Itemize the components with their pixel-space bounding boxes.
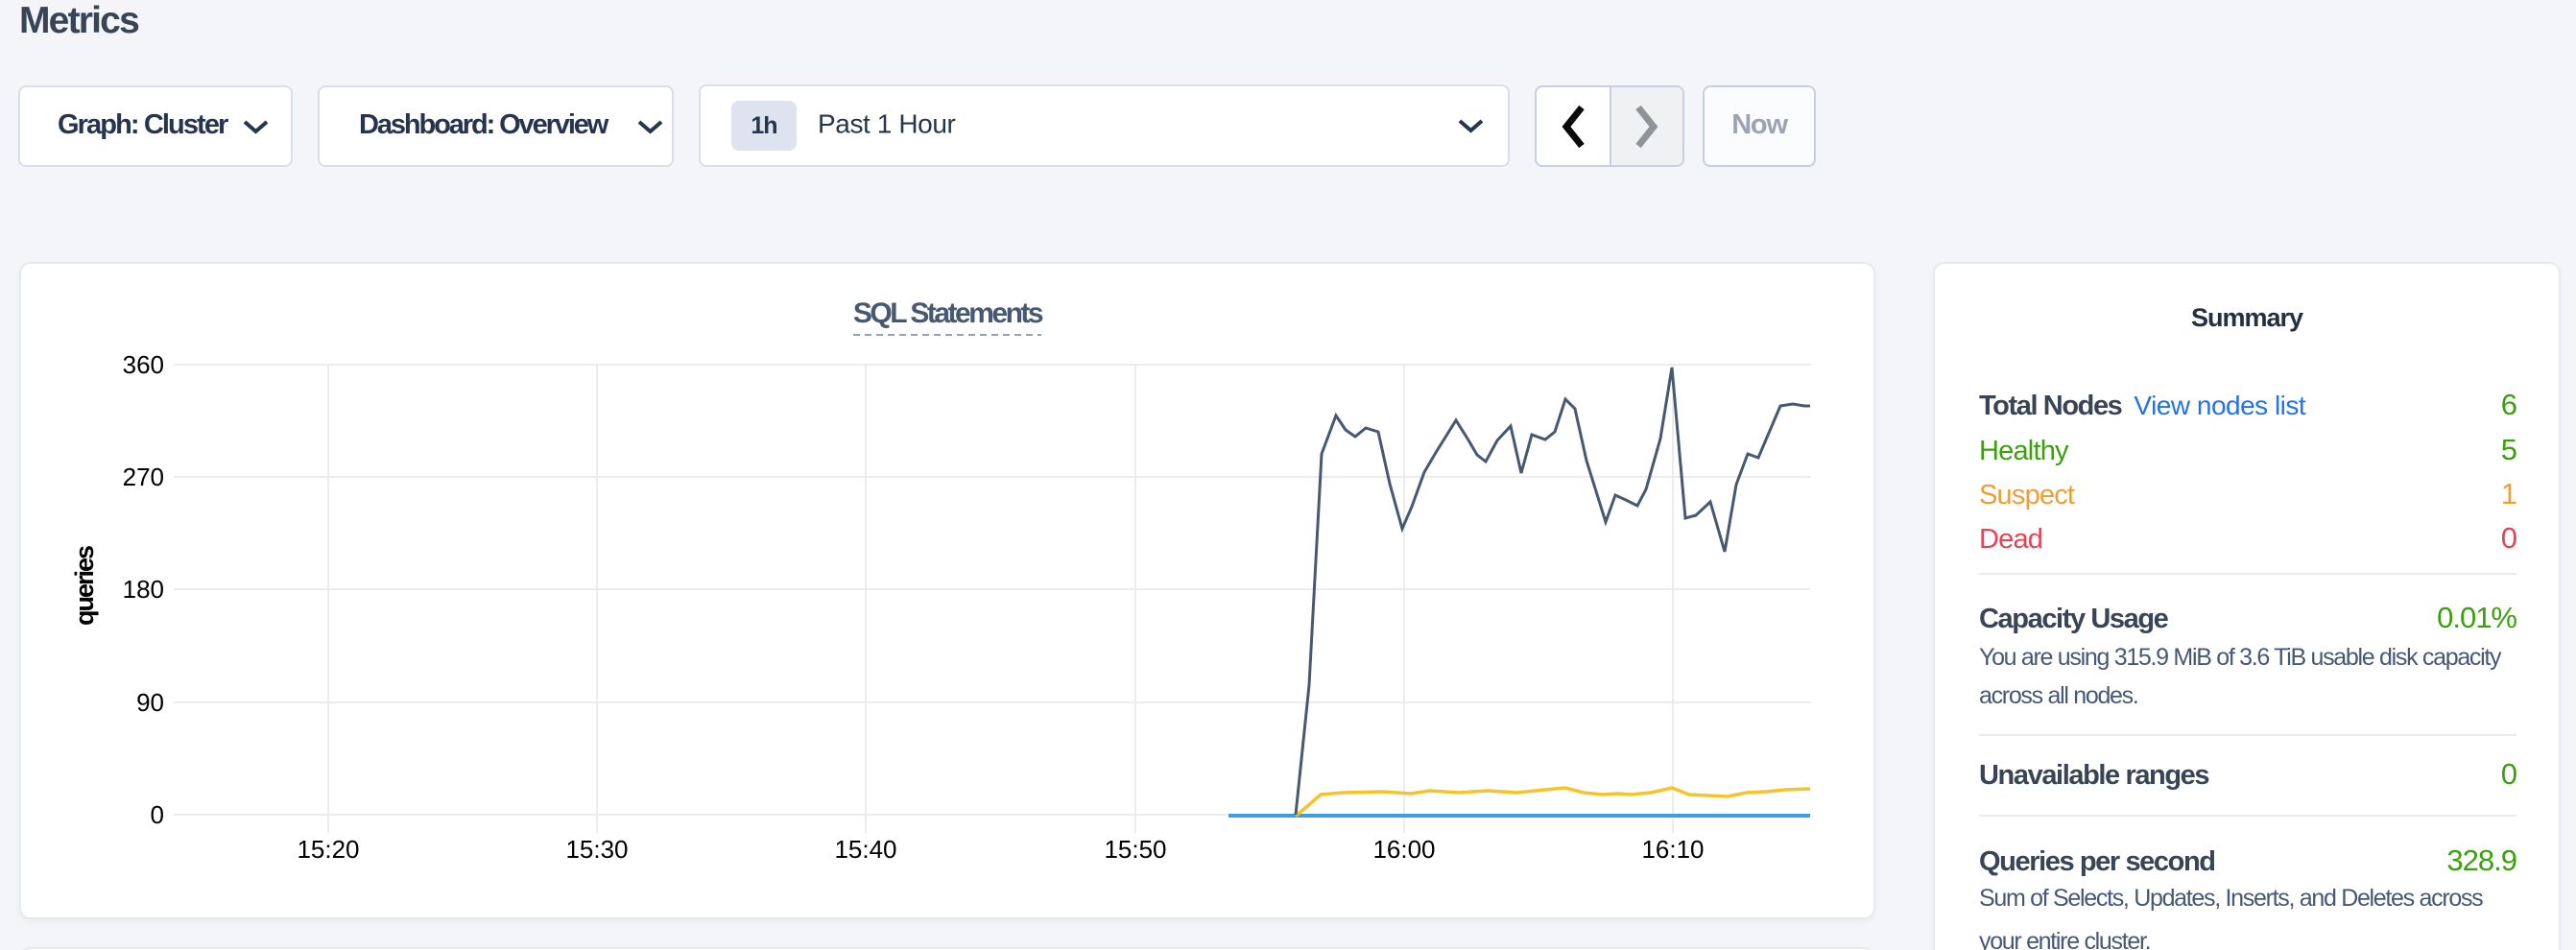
svg-text:SQL Statements: SQL Statements [853,297,1043,329]
svg-text:15:20: 15:20 [297,835,359,864]
svg-text:15:50: 15:50 [1104,835,1166,864]
svg-text:0: 0 [151,800,164,829]
svg-text:180: 180 [123,575,164,604]
svg-text:16:10: 16:10 [1641,835,1704,864]
svg-text:queries: queries [70,546,99,626]
svg-text:15:30: 15:30 [565,835,628,864]
svg-text:15:40: 15:40 [834,835,896,864]
svg-text:360: 360 [123,350,164,379]
svg-text:90: 90 [136,688,164,717]
svg-text:16:00: 16:00 [1372,835,1435,864]
svg-text:270: 270 [123,463,164,491]
